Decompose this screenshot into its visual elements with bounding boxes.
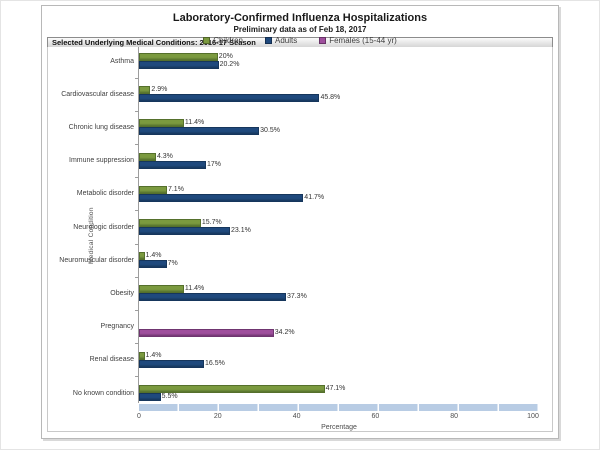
category-label: Chronic lung disease [68, 123, 134, 131]
axis-tick [135, 343, 138, 345]
axis-tick [135, 276, 138, 278]
bar-value-label: 41.7% [304, 193, 325, 201]
category-label: Pregnancy [100, 323, 134, 331]
legend-swatch-icon [203, 37, 211, 44]
bar-value-label: 47.1% [325, 385, 346, 392]
legend-swatch-icon [319, 37, 327, 44]
page-title: Laboratory-Confirmed Influenza Hospitali… [172, 12, 428, 24]
axis-tick [135, 376, 138, 378]
bar-adults [139, 227, 230, 235]
x-axis-title: Percentage [321, 424, 357, 431]
bar-value-label: 7% [167, 260, 178, 268]
axis-tick [135, 243, 138, 245]
bar-children [139, 53, 218, 61]
category-label: Neuromuscular disorder [59, 256, 134, 264]
bar-children [139, 219, 201, 227]
axis-tick [135, 144, 138, 145]
bar-value-label: 17% [206, 160, 221, 168]
bar-value-label: 1.4% [145, 252, 162, 260]
bar-children [139, 385, 325, 393]
bar-adults [139, 127, 260, 136]
bar-value-label: 34.2% [274, 328, 295, 336]
category-label: Obesity [110, 289, 134, 297]
category-label: Renal disease [89, 356, 134, 364]
bar-value-label: 20% [218, 53, 233, 60]
bar-value-label: 15.7% [201, 219, 222, 226]
bar-adults [139, 94, 320, 103]
x-tick-label: 100 [527, 413, 539, 420]
bar-adults [139, 61, 219, 69]
bar-adults [139, 359, 204, 368]
bar-adults [139, 260, 167, 269]
horizontal-scrollbar[interactable] [139, 404, 539, 411]
legend-label: Children [213, 36, 243, 45]
category-label: No known condition [72, 389, 134, 397]
x-tick-label: 40 [292, 413, 301, 420]
bar-value-label: 37.3% [286, 293, 307, 301]
x-tick-label: 80 [450, 413, 459, 420]
axis-tick [135, 210, 138, 212]
axis-tick [135, 177, 138, 179]
legend-item-children[interactable]: Children [203, 36, 243, 45]
bar-value-label: 2.9% [151, 86, 168, 94]
bar-children [139, 152, 156, 161]
chart-panel: Laboratory-Confirmed Influenza Hospitali… [41, 5, 559, 439]
bar-children [139, 285, 184, 294]
category-label: Neurologic disorder [73, 223, 134, 231]
bar-value-label: 16.5% [205, 359, 225, 367]
x-tick-label: 20 [213, 413, 222, 420]
bar-value-label: 5.5% [161, 393, 178, 400]
bar-value-label: 30.5% [260, 127, 281, 135]
bar-children [139, 185, 167, 194]
bar-value-label: 23.1% [231, 227, 251, 234]
bar-value-label: 7.1% [167, 185, 184, 193]
axis-tick [135, 310, 138, 311]
bar-females-15-44-yr [139, 328, 274, 337]
bar-children [139, 351, 145, 360]
legend-label: Females (15-44 yr) [329, 36, 397, 45]
chart-legend: Children Adults Females (15-44 yr) [42, 36, 558, 45]
legend-item-females-15-44-yr[interactable]: Females (15-44 yr) [319, 36, 397, 45]
bar-value-label: 4.3% [156, 152, 173, 160]
legend-label: Adults [274, 36, 298, 45]
bar-adults [139, 393, 161, 401]
bar-value-label: 1.4% [145, 351, 162, 359]
chart-plot-frame [47, 47, 553, 432]
bar-value-label: 11.4% [184, 285, 205, 293]
y-axis-line [138, 47, 139, 403]
page-subtitle: Preliminary data as of Feb 18, 2017 [233, 25, 367, 34]
x-tick-label: 0 [137, 413, 141, 420]
bar-value-label: 11.4% [184, 119, 205, 127]
bar-value-label: 20.2% [219, 61, 240, 68]
bar-adults [139, 193, 304, 202]
bar-children [139, 86, 151, 95]
category-label: Cardiovascular disease [61, 90, 134, 98]
axis-tick [135, 110, 138, 112]
category-label: Immune suppression [69, 157, 134, 165]
category-label: Asthma [110, 57, 134, 65]
category-label: Metabolic disorder [76, 190, 134, 198]
bar-adults [139, 160, 206, 169]
bar-adults [139, 293, 286, 302]
legend-swatch-icon [264, 37, 272, 44]
bar-children [139, 119, 184, 128]
axis-tick [135, 77, 138, 79]
x-tick-label: 60 [371, 413, 380, 420]
legend-item-adults[interactable]: Adults [264, 36, 298, 45]
bar-children [139, 252, 145, 261]
bar-value-label: 45.8% [320, 94, 341, 102]
